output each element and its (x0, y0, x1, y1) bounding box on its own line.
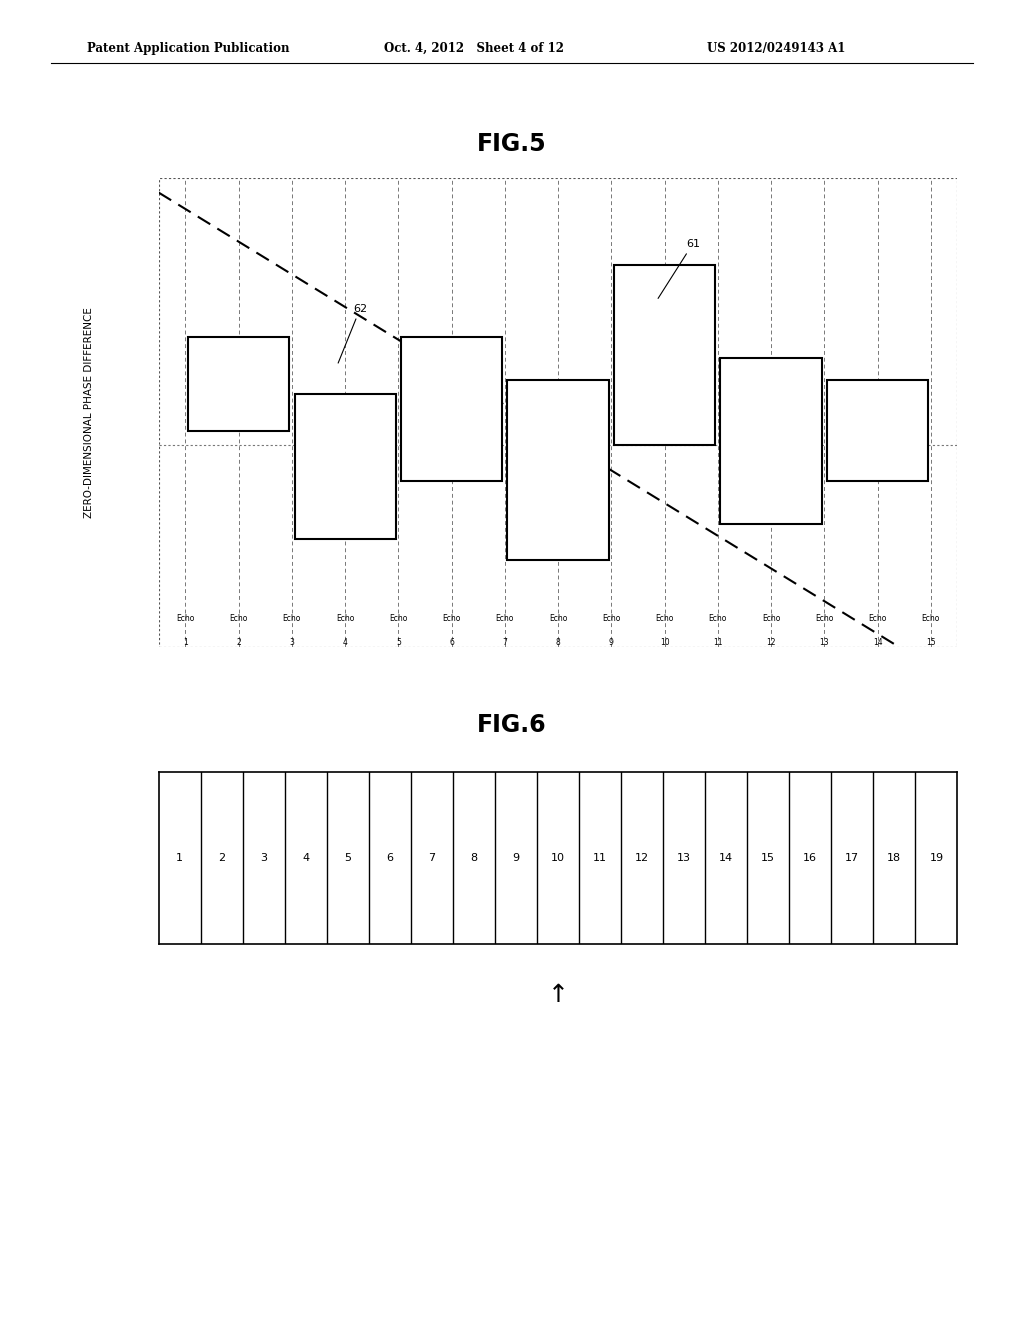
Text: 15: 15 (926, 638, 936, 647)
Text: 7: 7 (428, 853, 435, 863)
Text: Echo: Echo (709, 614, 727, 623)
Text: 1: 1 (183, 638, 187, 647)
Text: Echo: Echo (922, 614, 940, 623)
Text: 8: 8 (470, 853, 477, 863)
Text: FIG.5: FIG.5 (477, 132, 547, 156)
Text: 10: 10 (551, 853, 565, 863)
Text: 15: 15 (761, 853, 775, 863)
Text: 5: 5 (344, 853, 351, 863)
Text: Echo: Echo (389, 614, 408, 623)
Text: 12: 12 (766, 638, 776, 647)
Text: FIG.6: FIG.6 (477, 713, 547, 737)
Text: 2: 2 (237, 638, 241, 647)
Text: 13: 13 (677, 853, 691, 863)
Text: 7: 7 (503, 638, 507, 647)
Text: 2: 2 (218, 853, 225, 863)
Text: 11: 11 (713, 638, 723, 647)
Text: 12: 12 (635, 853, 649, 863)
Text: Echo: Echo (336, 614, 354, 623)
Bar (295, 395, 395, 539)
Text: Oct. 4, 2012   Sheet 4 of 12: Oct. 4, 2012 Sheet 4 of 12 (384, 42, 564, 55)
Text: Echo: Echo (655, 614, 674, 623)
Text: Echo: Echo (283, 614, 301, 623)
Text: Echo: Echo (868, 614, 887, 623)
Text: ZERO-DIMENSIONAL PHASE DIFFERENCE: ZERO-DIMENSIONAL PHASE DIFFERENCE (85, 308, 94, 517)
Text: Echo: Echo (496, 614, 514, 623)
Text: 62: 62 (338, 304, 368, 363)
Text: 11: 11 (593, 853, 607, 863)
Text: 16: 16 (803, 853, 817, 863)
Text: 4: 4 (343, 638, 347, 647)
Text: 19: 19 (930, 853, 943, 863)
Text: ↑: ↑ (548, 983, 568, 1007)
Bar (401, 337, 502, 480)
Text: Echo: Echo (442, 614, 461, 623)
Text: 13: 13 (819, 638, 829, 647)
Text: Echo: Echo (762, 614, 780, 623)
Text: 14: 14 (872, 638, 883, 647)
Text: 14: 14 (719, 853, 733, 863)
Text: 5: 5 (396, 638, 400, 647)
Text: Echo: Echo (229, 614, 248, 623)
Text: Echo: Echo (602, 614, 621, 623)
Text: 6: 6 (386, 853, 393, 863)
Text: 8: 8 (556, 638, 560, 647)
Text: 10: 10 (659, 638, 670, 647)
Text: 61: 61 (658, 239, 699, 298)
Bar (827, 380, 928, 480)
Text: US 2012/0249143 A1: US 2012/0249143 A1 (707, 42, 845, 55)
Text: 4: 4 (302, 853, 309, 863)
Text: 18: 18 (888, 853, 901, 863)
Bar (508, 380, 608, 560)
Text: 9: 9 (512, 853, 519, 863)
Bar (614, 265, 715, 445)
Text: 1: 1 (176, 853, 183, 863)
Text: 3: 3 (290, 638, 294, 647)
Bar (188, 337, 289, 430)
Text: Patent Application Publication: Patent Application Publication (87, 42, 290, 55)
Text: Echo: Echo (549, 614, 567, 623)
Text: 6: 6 (450, 638, 454, 647)
Text: Echo: Echo (176, 614, 195, 623)
Text: Echo: Echo (815, 614, 834, 623)
Bar (721, 359, 821, 524)
Text: 9: 9 (609, 638, 613, 647)
Text: 3: 3 (260, 853, 267, 863)
Text: 17: 17 (845, 853, 859, 863)
